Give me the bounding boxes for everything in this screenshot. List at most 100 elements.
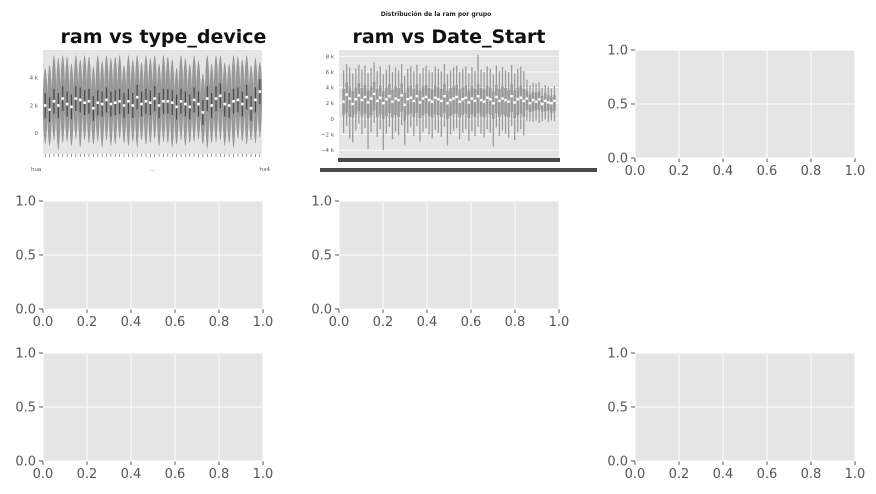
violin-median: [192, 98, 196, 102]
box-median: [394, 97, 397, 100]
violin-median: [258, 90, 262, 93]
axes-face: [339, 50, 559, 158]
box-body: [394, 86, 397, 116]
box-body: [525, 90, 529, 110]
y-tick-label: 0.5: [15, 401, 36, 416]
box-body: [553, 95, 556, 112]
x-tick-label: 1.0: [845, 467, 866, 482]
box-median: [360, 98, 364, 102]
box-median: [467, 101, 471, 104]
x-tick-label: 0.0: [33, 467, 54, 482]
box-body: [409, 85, 413, 114]
box-body: [489, 87, 492, 116]
box-median: [421, 97, 425, 100]
box-median: [440, 99, 443, 103]
panel-title: ram vs Date_Start: [352, 26, 545, 48]
box-body: [348, 86, 351, 117]
x-tick-label: 0.6: [757, 164, 778, 179]
violin-median: [153, 97, 156, 100]
y-tick-label: 0.5: [311, 249, 332, 264]
violin-median: [65, 102, 69, 106]
box-body: [360, 88, 364, 116]
box-body: [544, 93, 547, 112]
violin-median: [179, 100, 183, 103]
violin-median: [57, 104, 60, 107]
box-median: [443, 94, 446, 98]
box-body: [375, 88, 379, 117]
y-tick-label: 0.0: [15, 303, 36, 318]
box-median: [513, 101, 516, 104]
box-body: [412, 88, 416, 117]
violin-median: [162, 100, 165, 103]
box-body: [519, 85, 523, 114]
box-body: [507, 89, 510, 118]
x-tick-label: 0.2: [669, 164, 690, 179]
y-tick-label: 2 k: [326, 101, 335, 107]
violin-median: [96, 101, 100, 104]
y-tick-label: 8 k: [326, 54, 335, 60]
box-median: [504, 98, 507, 102]
axes-6: 0.0 0.2 0.4 0.6 0.8 1.0 0.0 0.5 1.0: [607, 347, 865, 483]
y-tick-label: 0.0: [607, 152, 628, 167]
axes-5: 0.0 0.2 0.4 0.6 0.8 1.0 0.0 0.5 1.0: [15, 347, 273, 483]
box-median: [382, 102, 385, 105]
x-tick-label: 1.0: [253, 315, 274, 330]
x-tick-label: 0.2: [77, 315, 98, 330]
x-tick-label: 0.4: [713, 467, 734, 482]
box-body: [415, 84, 419, 113]
violin-median: [140, 102, 143, 106]
box-median: [354, 98, 358, 101]
box-body: [421, 86, 425, 116]
box-median: [437, 98, 440, 101]
box-body: [476, 84, 480, 113]
box-median: [544, 99, 547, 103]
y-tick-label: 0: [331, 117, 335, 123]
violin-median: [105, 98, 108, 102]
box-body: [495, 85, 498, 113]
box-median: [501, 97, 504, 100]
box-body: [513, 90, 516, 119]
violin-median: [166, 100, 170, 103]
box-median: [366, 101, 370, 104]
violin-median: [249, 106, 253, 110]
box-body: [531, 92, 535, 112]
box-median: [489, 98, 492, 101]
x-tick-label: 0.2: [373, 315, 394, 330]
box-body: [418, 90, 422, 119]
axes-2: 0.0 0.2 0.4 0.6 0.8 1.0 0.0 0.5 1.0: [607, 44, 865, 180]
y-tick-label: 1.0: [311, 195, 332, 210]
box-body: [473, 88, 477, 117]
box-body: [369, 86, 373, 116]
violin-median: [245, 95, 248, 99]
x-tick-label: 0.8: [801, 164, 822, 179]
subplot-grid: 0 2 k 4 k hua... hx4 ram vs type_device −4 k −2…: [15, 26, 865, 482]
box-median: [516, 98, 519, 101]
violin-median: [43, 104, 47, 107]
box-body: [455, 85, 458, 114]
box-body: [479, 88, 483, 116]
box-median: [458, 100, 461, 103]
box-median: [430, 100, 434, 103]
x-tick-label: 0.6: [461, 315, 482, 330]
box-body: [388, 84, 391, 113]
x-tick-label: 0.0: [329, 315, 350, 330]
y-tick-label: 0.0: [15, 455, 36, 470]
axes-3: 0.0 0.2 0.4 0.6 0.8 1.0 0.0 0.5 1.0: [15, 195, 273, 331]
box-body: [464, 85, 468, 114]
box-median: [388, 94, 391, 98]
box-median: [397, 98, 400, 102]
x-tick-label: 0.2: [669, 467, 690, 482]
x-tick-label: 1.0: [253, 467, 274, 482]
box-median: [403, 103, 406, 106]
box-body: [467, 90, 471, 119]
axes-1: −4 k −2 k 0 2 k 4 k 6 k 8 k ram vs Date_Start: [320, 26, 597, 172]
box-median: [461, 98, 464, 101]
violin-median: [240, 102, 244, 106]
box-median: [528, 102, 532, 105]
violin-median: [170, 101, 174, 104]
box-body: [424, 85, 428, 114]
box-body: [366, 90, 370, 119]
box-body: [516, 87, 519, 116]
violin-median: [122, 104, 126, 107]
